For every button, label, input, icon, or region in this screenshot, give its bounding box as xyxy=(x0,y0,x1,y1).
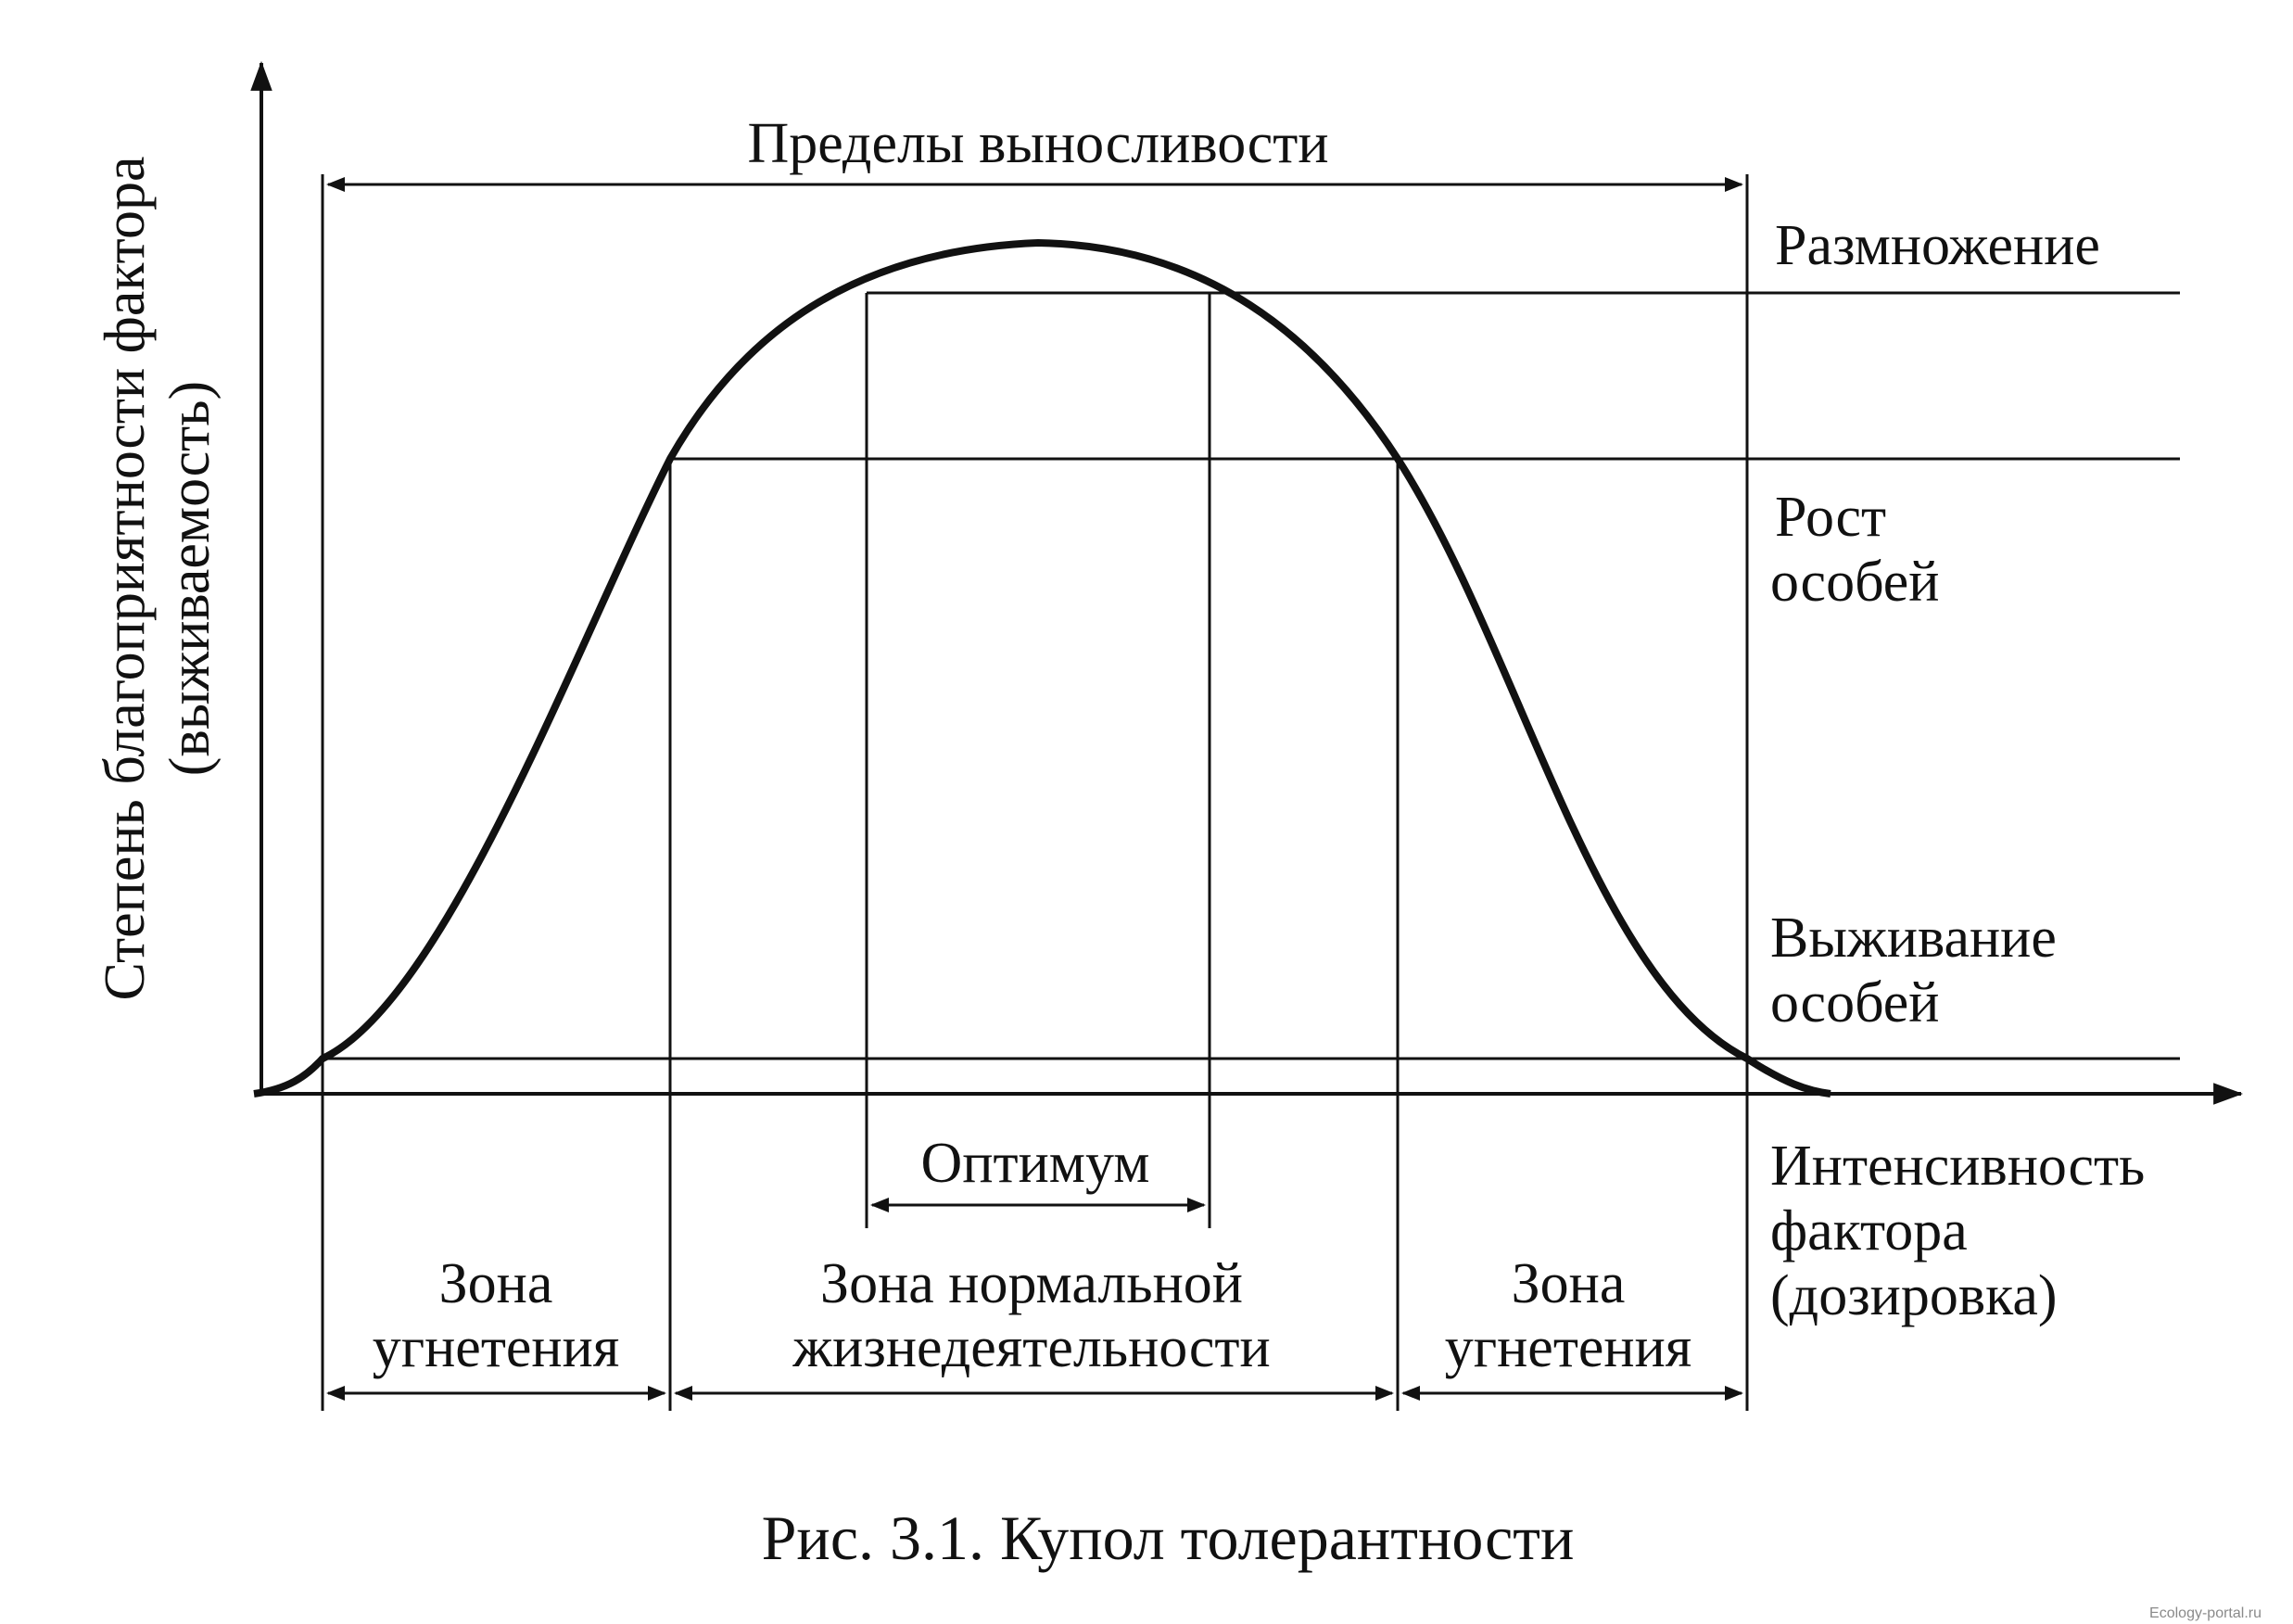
left-zone-label-line2: угнетения xyxy=(373,1316,620,1379)
right-zone-label-line2: угнетения xyxy=(1445,1316,1692,1379)
y-axis-label-line2: (выживаемость) xyxy=(158,381,222,776)
right-zone-label-line1: Зона xyxy=(1512,1252,1626,1315)
figure-caption: Рис. 3.1. Купол толерантности xyxy=(762,1503,1575,1573)
tolerance-curve xyxy=(253,238,1831,1097)
survival-label-line2: особей xyxy=(1770,971,1940,1034)
optimum-label: Оптимум xyxy=(921,1132,1150,1195)
growth-label-line2: особей xyxy=(1770,551,1940,614)
survival-label-line1: Выживание xyxy=(1770,907,2057,970)
watermark: Ecology-portal.ru xyxy=(2149,1605,2261,1621)
x-axis-label-line3: (дозировка) xyxy=(1770,1264,2058,1327)
left-zone-label-line1: Зона xyxy=(439,1252,553,1315)
y-axis-label-line1: Степень благоприятности фактора xyxy=(94,157,157,1001)
tolerance-limits-label: Пределы выносливости xyxy=(747,112,1328,175)
reproduction-label: Размножение xyxy=(1775,214,2100,277)
middle-zone-label-line2: жизнедеятельности xyxy=(792,1316,1270,1379)
x-axis-label-line1: Интенсивность xyxy=(1770,1135,2145,1198)
middle-zone-label-line1: Зона нормальной xyxy=(820,1252,1243,1315)
growth-label-line1: Рост xyxy=(1775,486,1886,549)
x-axis-label-line2: фактора xyxy=(1770,1199,1968,1262)
